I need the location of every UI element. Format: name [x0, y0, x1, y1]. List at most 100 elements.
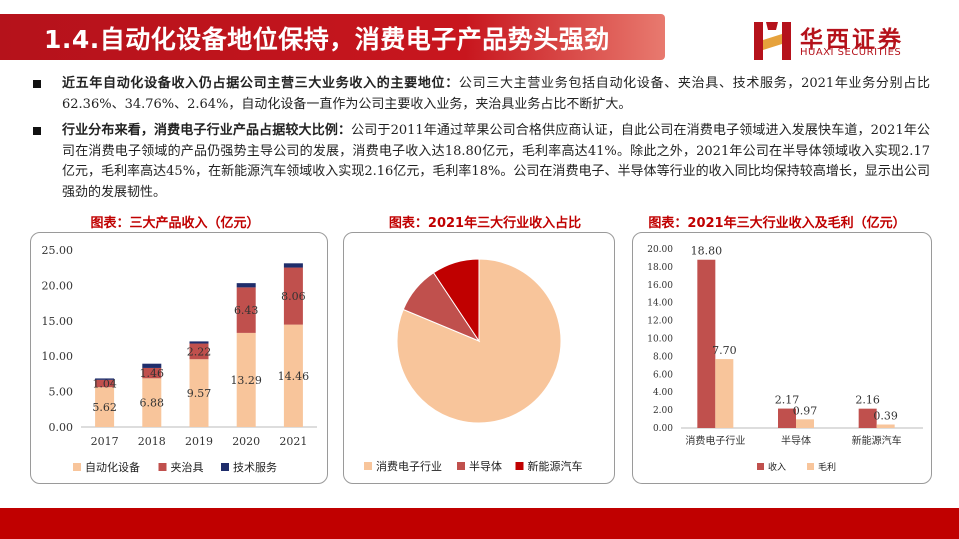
- data-label: 6.88: [140, 397, 165, 410]
- data-label: 14.46: [278, 370, 310, 383]
- x-tick-label: 新能源汽车: [852, 434, 902, 447]
- y-tick-label: 25.00: [42, 244, 74, 257]
- y-tick-label: 4.00: [653, 388, 673, 398]
- bar-segment: [236, 287, 256, 333]
- legend-label: 消费电子行业: [376, 459, 442, 473]
- bullet-text: 公司于2011年通过苹果公司合格供应商认证，自此公司在消费电子领域进入发展快车道…: [62, 123, 930, 200]
- bar-segment: [142, 363, 162, 368]
- logo-name: 华西证券: [800, 27, 904, 53]
- x-tick-label: 2021: [279, 435, 307, 448]
- pie-chart: 消费电子行业 半导体 新能源汽车: [364, 258, 583, 473]
- chart3-panel: 0.00 2.00 4.00 6.00 8.00 10.00 12.00 14.00 16.00…: [632, 232, 932, 484]
- data-label: 13.29: [230, 374, 262, 387]
- bar-segment: [236, 283, 256, 288]
- data-label: 18.80: [691, 245, 723, 258]
- legend-swatch: [221, 463, 229, 471]
- bar: [796, 419, 814, 428]
- x-tick-label: 消费电子行业: [685, 434, 745, 447]
- bar: [778, 408, 796, 428]
- bar-segment: [189, 359, 209, 427]
- bullet-list: 近五年自动化设备收入仍占据公司主营三大业务收入的主要地位：公司三大主营业务包括自…: [30, 74, 930, 209]
- bar-segment: [189, 341, 209, 344]
- data-label: 6.43: [234, 304, 259, 317]
- chart2-title: 图表：2021年三大行业收入占比: [388, 216, 582, 231]
- legend-label: 毛利: [818, 461, 836, 473]
- bar-segment: [283, 263, 303, 268]
- page-title: 1.4.自动化设备地位保持，消费电子产品势头强劲: [44, 25, 610, 54]
- data-label: 2.22: [187, 345, 212, 358]
- y-tick-label: 20.00: [42, 279, 74, 292]
- data-label: 5.62: [92, 401, 117, 414]
- bar-segment: [95, 387, 115, 427]
- bar-segment: [142, 378, 162, 427]
- data-label: 7.70: [712, 344, 737, 357]
- data-label: 9.57: [187, 387, 212, 400]
- y-tick-label: 15.00: [42, 315, 74, 328]
- x-tick-label: 2019: [185, 435, 213, 448]
- bar-segment: [95, 379, 115, 388]
- legend-swatch: [807, 463, 814, 470]
- y-tick-label: 10.00: [42, 350, 74, 363]
- bullet-square-icon: [33, 127, 41, 135]
- legend-swatch: [364, 462, 372, 470]
- huaxi-logo-icon: [754, 22, 791, 60]
- legend-swatch: [457, 462, 465, 470]
- title-bar: [0, 14, 665, 60]
- grouped-bar-chart: 0.00 2.00 4.00 6.00 8.00 10.00 12.00 14.00 16.00…: [647, 245, 923, 473]
- bullet-square-icon: [33, 80, 41, 88]
- data-label: 1.04: [92, 378, 117, 391]
- bar-segment: [95, 378, 115, 380]
- bar: [858, 408, 877, 428]
- legend-label: 收入: [768, 461, 786, 473]
- chart2-panel: 消费电子行业 半导体 新能源汽车: [343, 232, 615, 484]
- data-label: 1.46: [140, 367, 165, 380]
- bar: [715, 359, 734, 428]
- legend-label: 半导体: [469, 459, 502, 473]
- bullet-heading: 近五年自动化设备收入仍占据公司主营三大业务收入的主要地位：: [62, 76, 459, 91]
- legend-swatch: [158, 463, 167, 471]
- bullet-text: 公司三大主营业务包括自动化设备、夹治具、技术服务，2021年业务分别占比62.3…: [62, 76, 930, 112]
- x-tick-label: 半导体: [781, 434, 811, 447]
- y-tick-label: 2.00: [653, 406, 673, 416]
- bullet-item: 行业分布来看，消费电子行业产品占据较大比例：公司于2011年通过苹果公司合格供应…: [30, 121, 930, 203]
- legend-swatch: [73, 463, 81, 471]
- y-tick-label: 8.00: [653, 352, 673, 362]
- legend-label: 技术服务: [233, 461, 277, 474]
- y-tick-label: 20.00: [647, 245, 673, 255]
- y-tick-label: 16.00: [647, 281, 673, 291]
- bar-segment: [236, 332, 256, 427]
- bar-segment: [189, 343, 209, 360]
- y-tick-label: 5.00: [49, 386, 74, 399]
- bar-segment: [283, 324, 303, 427]
- data-label: 0.39: [873, 410, 898, 423]
- legend-label: 自动化设备: [85, 460, 140, 474]
- y-tick-label: 12.00: [647, 317, 673, 327]
- data-label: 0.97: [793, 404, 818, 417]
- x-tick-label: 2017: [91, 435, 119, 448]
- chart3-title: 图表：2021年三大行业收入及毛利（亿元）: [648, 216, 906, 231]
- stacked-bar-chart: 0.00 5.00 10.00 15.00 20.00 25.00 5.62 1.04 2017…: [42, 244, 317, 474]
- pie-slice: [432, 258, 480, 343]
- bullet-heading: 行业分布来看，消费电子行业产品占据较大比例：: [62, 123, 352, 138]
- footer-bar: [0, 508, 959, 539]
- bullet-item: 近五年自动化设备收入仍占据公司主营三大业务收入的主要地位：公司三大主营业务包括自…: [30, 74, 930, 115]
- y-tick-label: 10.00: [647, 335, 673, 345]
- legend-label: 夹治具: [171, 460, 204, 474]
- bar: [697, 259, 716, 428]
- legend-swatch: [515, 462, 524, 470]
- y-tick-label: 0.00: [653, 424, 673, 434]
- y-tick-label: 18.00: [647, 263, 673, 273]
- chart1-title: 图表：三大产品收入（亿元）: [90, 216, 260, 231]
- y-tick-label: 6.00: [653, 370, 673, 380]
- legend-label: 新能源汽车: [528, 459, 583, 473]
- bar-segment: [142, 367, 162, 379]
- y-tick-label: 0.00: [49, 421, 74, 434]
- x-tick-label: 2018: [138, 435, 166, 448]
- y-tick-label: 14.00: [647, 299, 673, 309]
- x-tick-label: 2020: [232, 435, 260, 448]
- logo-en: HUAXI SECURITIES: [800, 47, 902, 58]
- data-label: 8.06: [281, 290, 306, 303]
- chart1-panel: 0.00 5.00 10.00 15.00 20.00 25.00 5.62 1.04 2017…: [30, 232, 328, 484]
- bar: [876, 424, 895, 428]
- data-label: 2.16: [855, 394, 880, 407]
